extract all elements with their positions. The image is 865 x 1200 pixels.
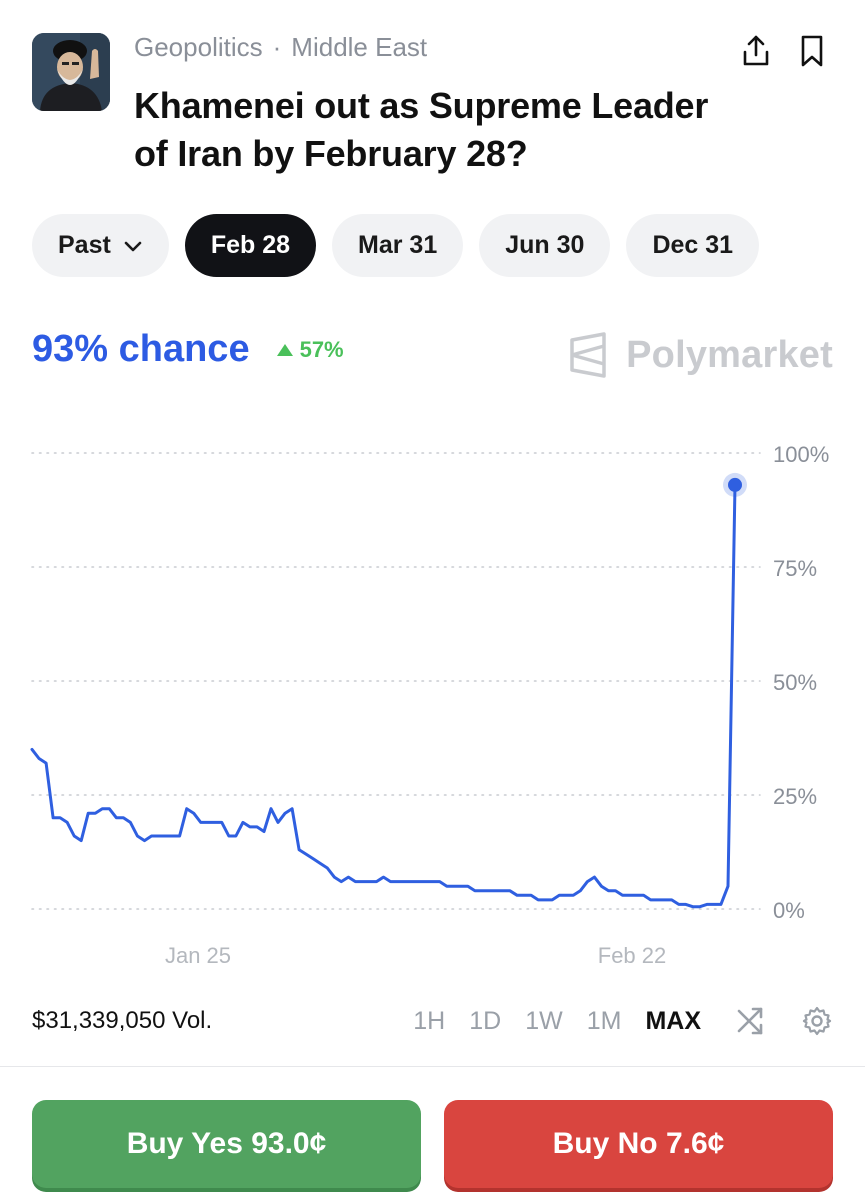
y-tick-label: 75%: [773, 556, 817, 581]
brand-name: Polymarket: [626, 333, 833, 376]
category-link[interactable]: Geopolitics: [134, 32, 263, 62]
date-tabs: Past Feb 28 Mar 31 Jun 30 Dec 31: [32, 214, 760, 277]
buy-yes-button[interactable]: Buy Yes 93.0¢: [32, 1100, 421, 1188]
y-tick-label: 50%: [773, 670, 817, 695]
range-1d[interactable]: 1D: [469, 1006, 502, 1035]
portrait-image: [32, 33, 110, 111]
change-badge: 57%: [276, 337, 344, 363]
tab-label: Mar 31: [358, 231, 438, 259]
market-title: Khamenei out as Supreme Leader of Iran b…: [134, 85, 709, 174]
shuffle-button[interactable]: [735, 1005, 767, 1037]
breadcrumb-separator: ·: [272, 32, 282, 62]
change-value: 57%: [299, 336, 344, 362]
y-tick-label: 100%: [773, 442, 829, 467]
tab-label: Feb 28: [210, 231, 291, 259]
chevron-down-icon: [124, 241, 142, 251]
range-max[interactable]: MAX: [645, 1006, 701, 1035]
chance-value: 93% chance: [32, 328, 250, 370]
range-1w[interactable]: 1W: [525, 1006, 563, 1035]
gear-icon: [802, 1006, 832, 1036]
tab-dec-31[interactable]: Dec 31: [626, 214, 760, 277]
y-tick-label: 0%: [773, 898, 805, 923]
tab-label: Jun 30: [505, 231, 585, 259]
tab-label: Dec 31: [652, 231, 734, 259]
range-1m[interactable]: 1M: [586, 1006, 622, 1035]
market-avatar: [32, 33, 110, 111]
triangle-up-icon: [276, 343, 293, 356]
current-point: [728, 477, 742, 492]
series-line: [30, 483, 737, 909]
bookmark-icon: [801, 35, 823, 67]
breadcrumb: Geopolitics · Middle East: [134, 32, 427, 63]
header-actions: [739, 32, 829, 70]
shuffle-icon: [737, 1007, 763, 1035]
divider: [0, 1066, 865, 1067]
tab-past[interactable]: Past: [32, 214, 169, 277]
tab-jun-30[interactable]: Jun 30: [479, 214, 611, 277]
subcategory-link[interactable]: Middle East: [291, 32, 428, 62]
share-icon: [743, 35, 769, 66]
chance-summary: 93% chance 57%: [32, 328, 344, 371]
settings-button[interactable]: [801, 1005, 833, 1037]
y-tick-label: 25%: [773, 784, 817, 809]
polymarket-logo-icon: [570, 332, 606, 378]
price-chart[interactable]: 100% 75% 50% 25% 0% Jan 25 Feb 22: [0, 420, 865, 980]
tab-mar-31[interactable]: Mar 31: [332, 214, 464, 277]
stats-row: $31,339,050 Vol. 1H 1D 1W 1M MAX: [32, 998, 833, 1044]
brand-watermark: Polymarket: [568, 332, 833, 378]
x-tick-label: Jan 25: [165, 943, 231, 968]
x-tick-label: Feb 22: [598, 943, 667, 968]
share-button[interactable]: [739, 32, 773, 70]
buy-no-button[interactable]: Buy No 7.6¢: [444, 1100, 833, 1188]
volume-text: $31,339,050 Vol.: [32, 1007, 213, 1034]
range-tabs: 1H 1D 1W 1M MAX: [413, 1005, 833, 1037]
bookmark-button[interactable]: [795, 32, 829, 70]
tab-feb-28[interactable]: Feb 28: [184, 214, 317, 277]
tab-label: Past: [58, 231, 111, 259]
range-1h[interactable]: 1H: [413, 1006, 446, 1035]
